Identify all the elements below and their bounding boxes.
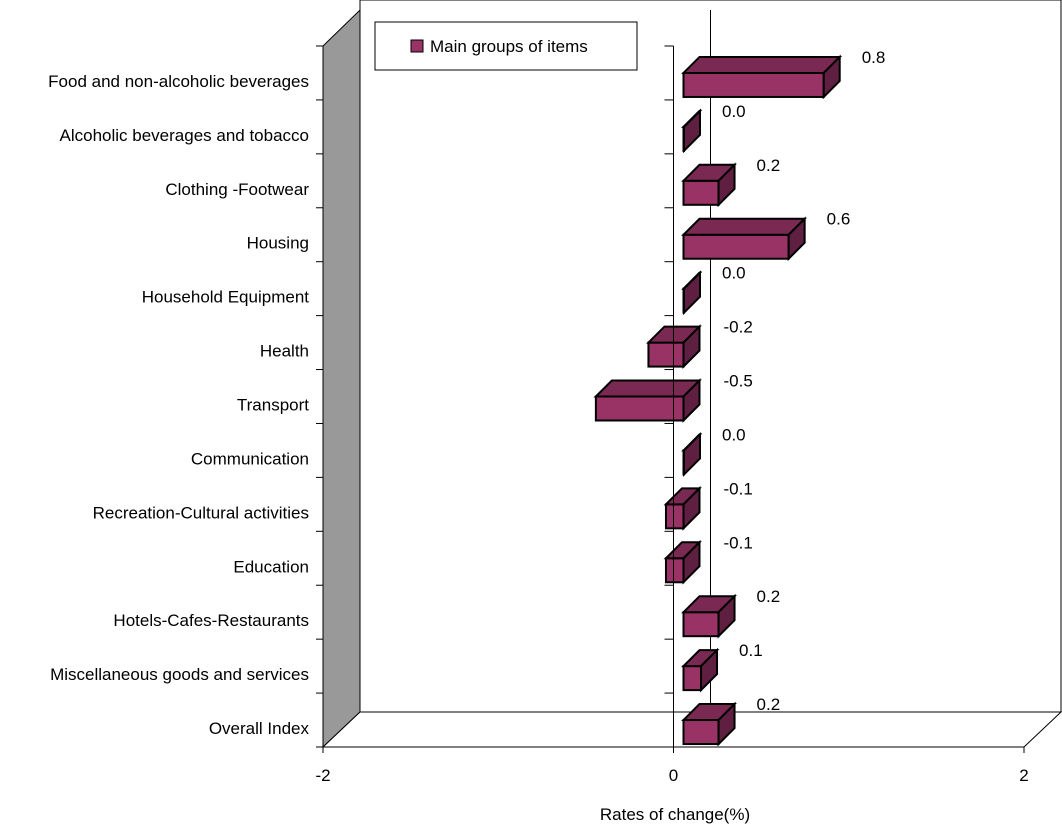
bars [593,54,843,747]
category-label: Alcoholic beverages and tobacco [60,126,310,145]
data-label: 0.2 [757,156,781,175]
bar [681,701,737,747]
bar [663,539,702,585]
category-label: Overall Index [209,719,310,738]
bar-front [594,395,685,422]
bar-side [682,324,701,369]
data-label: -0.1 [724,479,753,498]
data-label: 0.0 [722,425,746,444]
category-label: Education [233,557,309,576]
bar-top [681,217,808,236]
data-label: -0.5 [724,372,753,391]
bar-front [647,341,685,368]
bar [681,216,808,262]
bar-side [717,162,736,208]
data-label: 0.8 [862,48,886,67]
bar-side [682,539,701,585]
category-label: Transport [237,396,309,415]
category-label: Housing [247,234,309,253]
bar [681,162,737,208]
bar-side [700,647,719,693]
data-label: 0.2 [757,695,781,714]
bar-side [683,108,701,154]
bar-top [681,55,843,74]
category-label: Food and non-alcoholic beverages [48,72,309,91]
x-axis-ticks: -2 0 2 [315,46,1029,785]
category-label: Household Equipment [142,288,310,307]
bar [681,647,720,693]
bar-front [682,611,720,638]
category-label: Clothing -Footwear [165,180,309,199]
data-label: 0.0 [722,102,746,121]
bar-front [682,233,790,260]
bar-side [717,701,736,747]
bar [681,108,703,154]
category-label: Health [260,342,309,361]
data-label: 0.6 [827,210,851,229]
legend-swatch [410,39,424,53]
data-labels: 0.8 0.0 0.2 0.6 0.0 -0.2 -0.5 0.0 -0.1 -0.1 0.2 0.1… [722,48,885,714]
bar [663,485,702,531]
bar-side [683,432,701,477]
legend: Main groups of items [374,21,638,71]
category-labels: Food and non-alcoholic beverages Alcoholi… [48,72,309,738]
x-tick-label: -2 [315,766,330,785]
bar-front [664,503,685,530]
bar [681,54,843,100]
category-label: Communication [191,449,309,468]
category-label: Hotels-Cafes-Restaurants [113,611,309,630]
bar-side [822,54,841,100]
category-ticks [316,45,674,748]
bar-side [682,485,701,531]
data-label: 0.1 [739,641,763,660]
bar-front [682,665,703,692]
legend-label: Main groups of items [430,37,588,56]
bar-front [682,179,720,206]
bar [681,432,703,477]
bar-front [682,71,825,98]
bar-front [664,557,685,584]
bar [593,378,702,423]
bar-top [593,379,702,398]
bar [681,270,703,316]
bar-front [682,719,720,746]
category-label: Recreation-Cultural activities [93,503,309,522]
left-wall [322,8,361,749]
data-label: 0.0 [722,264,746,283]
data-label: -0.2 [724,318,753,337]
bar-side [717,593,736,639]
bar-side [683,270,701,316]
data-label: -0.1 [724,533,753,552]
bar [681,593,737,639]
x-tick-label: 2 [1019,766,1028,785]
x-tick-label: 0 [669,766,678,785]
bar-side [787,216,806,262]
category-label: Miscellaneous goods and services [50,665,309,684]
bar-side [682,378,701,423]
x-axis-title: Rates of change(%) [600,805,750,824]
data-label: 0.2 [757,587,781,606]
